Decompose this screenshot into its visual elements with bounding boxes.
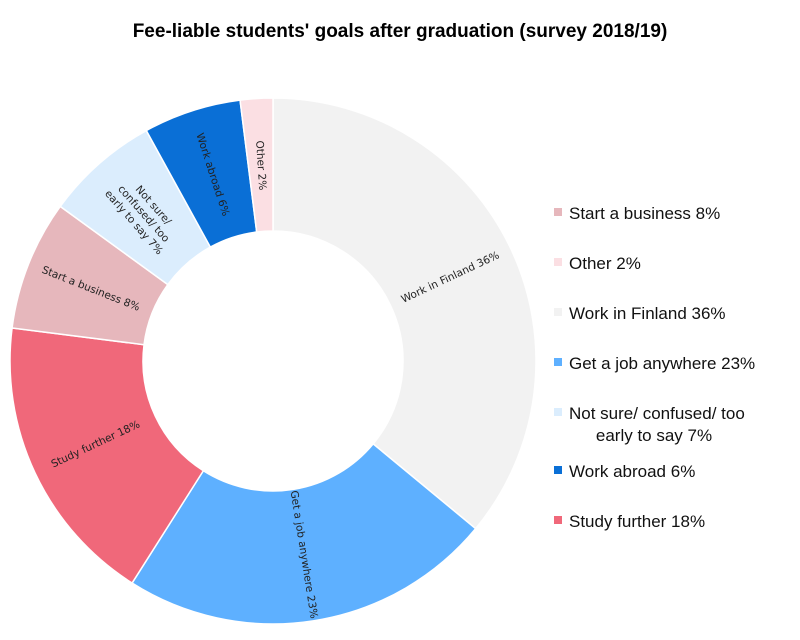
legend-item: Study further 18% [554, 512, 705, 531]
legend-label: Get a job anywhere 23% [569, 354, 755, 373]
legend-item: Work in Finland 36% [554, 304, 726, 323]
legend-swatch [554, 308, 562, 316]
legend-item: Not sure/ confused/ too early to say 7% [554, 404, 745, 445]
legend-label: Not sure/ confused/ too early to say 7% [569, 404, 745, 445]
legend-item: Start a business 8% [554, 204, 720, 223]
legend-label: Study further 18% [569, 512, 705, 531]
legend-swatch [554, 208, 562, 216]
slice-label: Other 2% [253, 140, 268, 190]
legend-item: Get a job anywhere 23% [554, 354, 755, 373]
legend-label: Other 2% [569, 254, 641, 273]
legend-label: Work abroad 6% [569, 462, 695, 481]
legend-swatch [554, 358, 562, 366]
legend-label: Start a business 8% [569, 204, 720, 223]
donut-slice [9, 327, 205, 585]
donut-slice [239, 97, 274, 233]
legend-label: Work in Finland 36% [569, 304, 726, 323]
legend-swatch [554, 258, 562, 266]
legend: Start a business 8% Other 2% Work in Finla… [554, 204, 755, 531]
legend-item: Other 2% [554, 254, 641, 273]
legend-swatch [554, 516, 562, 524]
donut-slice [131, 442, 477, 625]
donut-slices [9, 97, 537, 625]
chart-title: Fee-liable students' goals after graduat… [133, 21, 668, 42]
legend-item: Work abroad 6% [554, 462, 695, 481]
legend-swatch [554, 408, 562, 416]
donut-slice [272, 97, 537, 530]
legend-swatch [554, 466, 562, 474]
